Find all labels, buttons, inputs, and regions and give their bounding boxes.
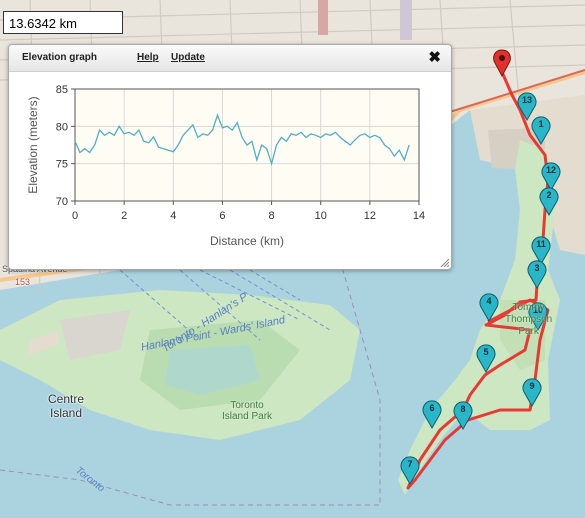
waypoint-marker-5[interactable]: 5 (476, 344, 496, 374)
street-number-label: 153 (15, 277, 31, 287)
waypoint-number: 1 (538, 119, 543, 129)
x-tick-label: 10 (315, 210, 327, 222)
y-tick-label: 85 (56, 84, 68, 96)
waypoint-marker-13[interactable]: 13 (517, 92, 537, 122)
y-tick-label: 80 (56, 121, 68, 133)
waypoint-marker-7[interactable]: 7 (400, 456, 420, 486)
update-link[interactable]: Update (171, 52, 205, 63)
waypoint-number: 3 (534, 263, 539, 273)
y-tick-label: 70 (56, 196, 68, 208)
waypoint-number: 11 (536, 239, 546, 249)
x-tick-label: 14 (413, 210, 425, 222)
y-tick-label: 75 (56, 159, 68, 171)
x-tick-label: 2 (121, 210, 127, 222)
help-link[interactable]: Help (137, 52, 159, 63)
waypoint-marker-8[interactable]: 8 (453, 401, 473, 431)
elevation-panel: Elevation graph Help Update ✖ 0 2 4 6 8 10 12 1… (8, 44, 452, 270)
waypoint-number: 10 (533, 305, 543, 315)
route-line (406, 71, 550, 490)
waypoint-marker-10[interactable]: 10 (528, 302, 548, 332)
waypoint-number: 4 (486, 296, 491, 306)
distance-display: 13.6342 km (3, 11, 123, 34)
panel-header[interactable]: Elevation graph Help Update ✖ (9, 45, 451, 72)
x-axis-label: Distance (km) (210, 234, 284, 248)
waypoint-number: 2 (546, 190, 551, 200)
waypoint-marker-2[interactable]: 2 (539, 187, 559, 217)
x-tick-label: 6 (219, 210, 225, 222)
waypoint-marker-12[interactable]: 12 (541, 162, 561, 192)
y-axis-label: Elevation (meters) (26, 96, 40, 193)
panel-title: Elevation graph (22, 52, 98, 63)
elevation-series-line (74, 113, 410, 167)
waypoint-number: 5 (483, 347, 488, 357)
waypoint-number: 7 (407, 459, 412, 469)
waypoint-number: 12 (546, 165, 556, 175)
elevation-chart: 0 2 4 6 8 10 12 14 70 75 80 85 Distance (km) Elevatio… (26, 84, 425, 248)
waypoint-number: 9 (529, 381, 534, 391)
waypoint-number: 8 (460, 404, 465, 414)
start-marker-icon[interactable] (493, 49, 511, 78)
waypoint-marker-9[interactable]: 9 (522, 378, 542, 408)
waypoint-marker-6[interactable]: 6 (422, 400, 442, 430)
waypoint-marker-4[interactable]: 4 (479, 293, 499, 323)
x-tick-label: 0 (72, 210, 78, 222)
toronto-island-park-label: Toronto Island Park (222, 400, 273, 422)
waypoint-number: 13 (522, 95, 532, 105)
x-tick-label: 8 (269, 210, 275, 222)
x-tick-label: 12 (364, 210, 376, 222)
resize-handle-icon[interactable] (439, 257, 449, 267)
thompson-park-label: Tommy Thompson Park (505, 302, 553, 337)
centre-island-label: Centre Island (48, 392, 85, 420)
waypoint-marker-3[interactable]: 3 (527, 260, 547, 290)
waypoint-marker-1[interactable]: 1 (531, 116, 551, 146)
close-icon[interactable]: ✖ (428, 49, 441, 66)
waypoint-number: 6 (429, 403, 434, 413)
waypoint-marker-11[interactable]: 11 (531, 236, 551, 266)
x-tick-label: 4 (170, 210, 176, 222)
